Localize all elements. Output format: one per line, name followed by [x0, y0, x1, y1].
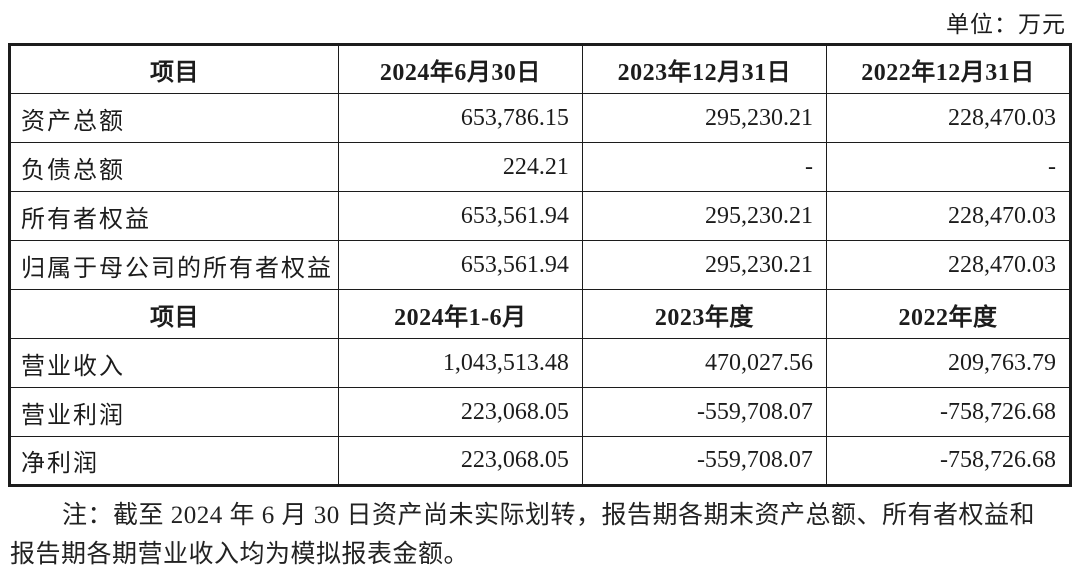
cell-value: -758,726.68 [825, 387, 1072, 437]
row-label: 归属于母公司的所有者权益 [9, 240, 339, 290]
cell-value: 295,230.21 [581, 93, 827, 143]
cell-value: 1,043,513.48 [337, 338, 583, 388]
column-header-date-3: 2022年12月31日 [825, 44, 1072, 94]
cell-value: 228,470.03 [825, 93, 1072, 143]
cell-value: - [825, 142, 1072, 192]
cell-value: 228,470.03 [825, 240, 1072, 290]
table-row-parent-equity: 归属于母公司的所有者权益 653,561.94 295,230.21 228,4… [9, 240, 1072, 290]
row-label: 营业收入 [9, 338, 339, 388]
cell-value: 653,561.94 [337, 191, 583, 241]
cell-value: - [581, 142, 827, 192]
cell-value: 653,786.15 [337, 93, 583, 143]
row-label: 净利润 [9, 436, 339, 486]
table-row-operating-profit: 营业利润 223,068.05 -559,708.07 -758,726.68 [9, 387, 1072, 437]
column-header-period-2: 2023年度 [581, 289, 827, 339]
cell-value: 223,068.05 [337, 436, 583, 486]
table-row-total-liabilities: 负债总额 224.21 - - [9, 142, 1072, 192]
financial-summary-table: 项目 2024年6月30日 2023年12月31日 2022年12月31日 资产… [8, 43, 1072, 487]
row-label: 资产总额 [9, 93, 339, 143]
cell-value: 295,230.21 [581, 191, 827, 241]
unit-label: 单位：万元 [946, 12, 1066, 37]
cell-value: -559,708.07 [581, 436, 827, 486]
cell-value: -758,726.68 [825, 436, 1072, 486]
column-header-date-2: 2023年12月31日 [581, 44, 827, 94]
cell-value: 223,068.05 [337, 387, 583, 437]
row-label: 所有者权益 [9, 191, 339, 241]
table-row-owners-equity: 所有者权益 653,561.94 295,230.21 228,470.03 [9, 191, 1072, 241]
table-row-operating-revenue: 营业收入 1,043,513.48 470,027.56 209,763.79 [9, 338, 1072, 388]
row-label: 负债总额 [9, 142, 339, 192]
cell-value: 470,027.56 [581, 338, 827, 388]
table-row-total-assets: 资产总额 653,786.15 295,230.21 228,470.03 [9, 93, 1072, 143]
footnote: 注：截至 2024 年 6 月 30 日资产尚未实际划转，报告期各期末资产总额、… [10, 502, 1036, 568]
row-label: 营业利润 [9, 387, 339, 437]
cell-value: 224.21 [337, 142, 583, 192]
column-header-item: 项目 [9, 44, 339, 94]
cell-value: 209,763.79 [825, 338, 1072, 388]
column-header-item: 项目 [9, 289, 339, 339]
balance-header-row: 项目 2024年6月30日 2023年12月31日 2022年12月31日 [9, 44, 1072, 94]
cell-value: 295,230.21 [581, 240, 827, 290]
table-row-net-profit: 净利润 223,068.05 -559,708.07 -758,726.68 [9, 436, 1072, 486]
column-header-period-1: 2024年1-6月 [337, 289, 583, 339]
column-header-date-1: 2024年6月30日 [337, 44, 583, 94]
cell-value: 653,561.94 [337, 240, 583, 290]
income-header-row: 项目 2024年1-6月 2023年度 2022年度 [9, 289, 1072, 339]
column-header-period-3: 2022年度 [825, 289, 1072, 339]
cell-value: 228,470.03 [825, 191, 1072, 241]
cell-value: -559,708.07 [581, 387, 827, 437]
